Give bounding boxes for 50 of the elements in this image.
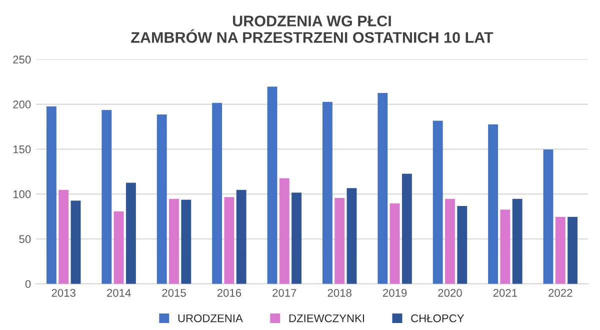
x-tick-label: 2021	[493, 288, 518, 297]
bar	[512, 198, 522, 284]
bar	[169, 198, 179, 284]
y-tick-label: 50	[19, 235, 31, 244]
x-tick-label: 2013	[52, 288, 76, 297]
bar	[181, 200, 192, 284]
bar	[445, 198, 455, 284]
x-tick-label: 2018	[328, 288, 352, 297]
legend-label: CHŁOPCY	[411, 314, 464, 322]
x-tick-label: 2016	[217, 288, 242, 297]
bar	[543, 150, 554, 284]
bar	[212, 102, 222, 284]
bar	[378, 92, 388, 284]
bar	[279, 178, 290, 284]
x-tick-label: 2015	[162, 288, 186, 297]
bar	[346, 188, 357, 284]
bar	[334, 198, 345, 284]
bar	[46, 106, 56, 284]
x-tick-label: 2022	[548, 288, 572, 297]
x-tick-label: 2019	[383, 288, 407, 297]
bar	[126, 182, 136, 284]
bar	[58, 190, 69, 284]
bar	[390, 203, 400, 284]
bar	[224, 197, 234, 284]
bar	[267, 86, 278, 284]
y-tick-label: 150	[13, 145, 31, 154]
bar	[70, 200, 81, 284]
legend-label: URODZENIA	[178, 314, 243, 322]
bar	[236, 190, 246, 284]
x-tick-label: 2020	[438, 288, 462, 297]
y-tick-label: 200	[13, 100, 31, 108]
x-tick-label: 2014	[107, 288, 131, 297]
bar	[488, 124, 498, 284]
legend-label: DZIEWCZYNKI	[289, 314, 364, 322]
y-tick-label: 250	[13, 56, 31, 64]
bar	[156, 114, 167, 284]
bar	[568, 216, 578, 284]
bar	[292, 192, 302, 284]
bar	[102, 110, 112, 284]
bar	[457, 206, 468, 284]
chart-title: URODZENIA WG PŁCI ZAMBRÓW NA PRZESTRZENI OSTATNICH 10 LAT	[131, 16, 494, 43]
bar	[402, 174, 412, 284]
bar	[500, 210, 510, 284]
bar	[114, 211, 124, 284]
x-tick-label: 2017	[272, 288, 296, 297]
bar	[322, 102, 332, 284]
bar	[432, 120, 443, 284]
y-tick-label: 100	[13, 190, 31, 198]
bar	[555, 216, 566, 284]
y-tick-label: 0	[25, 280, 31, 288]
